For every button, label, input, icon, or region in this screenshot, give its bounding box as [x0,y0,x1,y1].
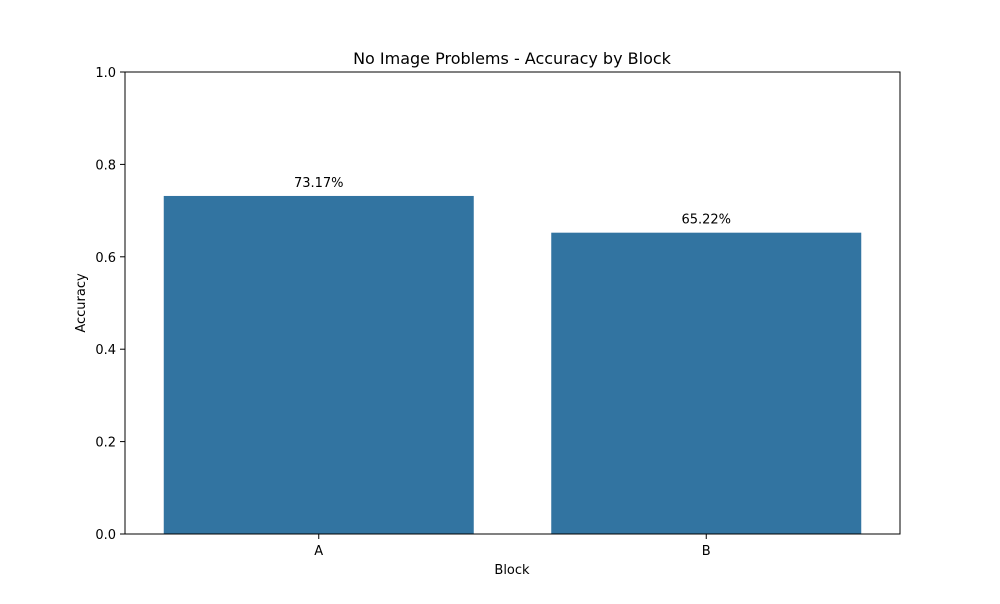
x-tick-label-b: B [702,544,711,559]
x-axis-label: Block [494,563,530,578]
y-tick-label-0: 0.0 [95,528,116,543]
y-axis-label: Accuracy [74,273,89,333]
plot-frame [124,71,901,535]
x-tick-label-a: A [314,544,323,559]
bar-b [551,232,862,534]
y-tick-label-4: 0.8 [95,158,116,173]
y-tick-label-2: 0.4 [95,343,116,358]
y-tick-label-1: 0.2 [95,436,116,451]
plot-area: 73.17% A 65.22% B 0.0 0.2 0.4 0.6 0.8 1.0 [95,66,901,559]
chart-title: No Image Problems - Accuracy by Block [353,49,672,68]
data-label-b: 65.22% [681,213,731,228]
bar-a [163,195,474,535]
data-label-a: 73.17% [294,176,344,191]
y-tick-label-5: 1.0 [95,66,116,81]
y-tick-label-3: 0.6 [95,251,116,266]
